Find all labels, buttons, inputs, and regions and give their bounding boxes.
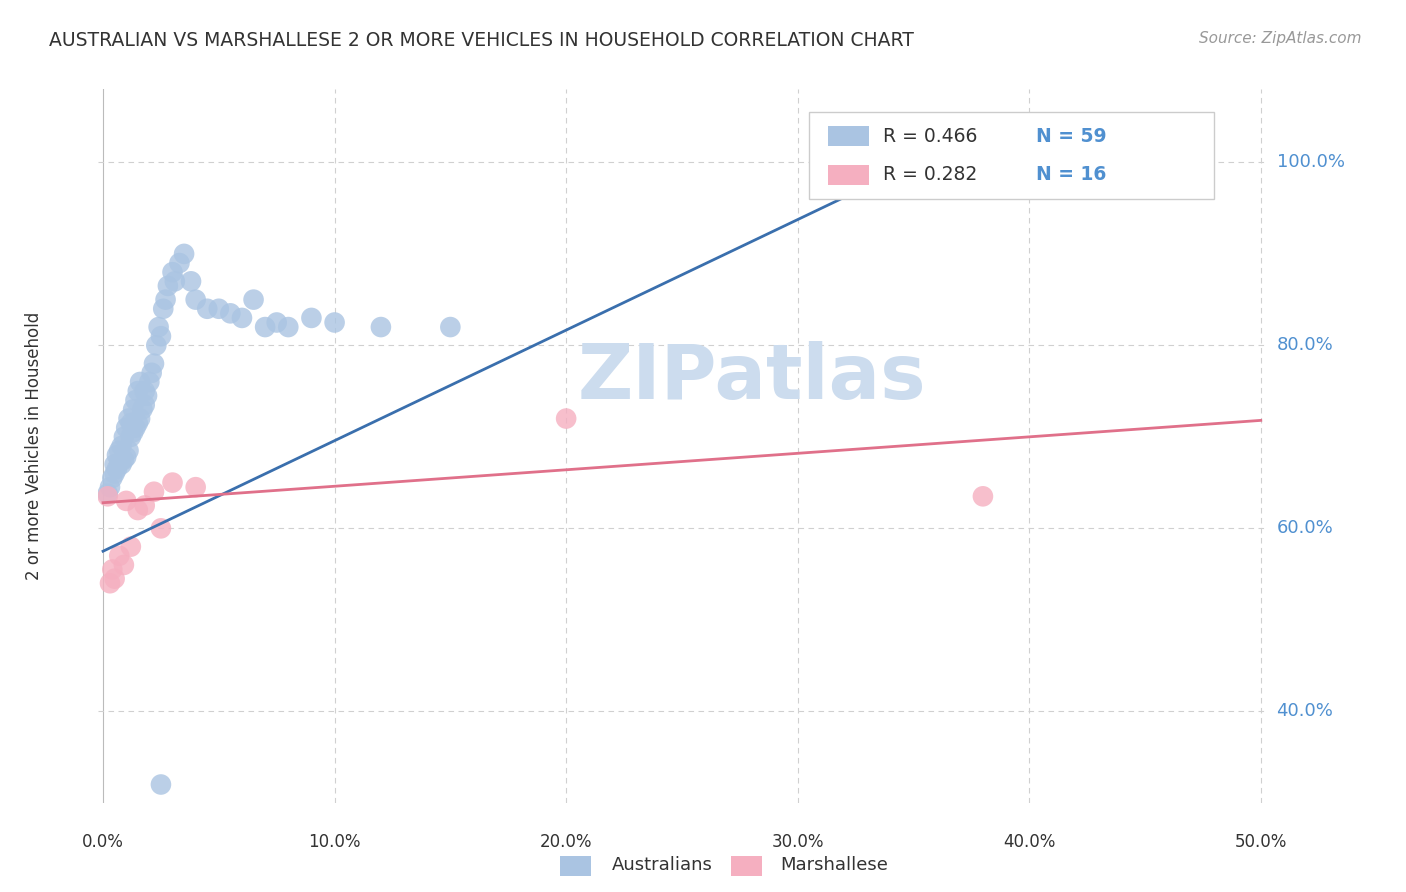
Point: [134, 499, 156, 513]
Point: [110, 439, 132, 453]
Text: Marshallese: Marshallese: [780, 856, 889, 874]
Point: [120, 430, 142, 444]
Text: R = 0.282: R = 0.282: [883, 165, 977, 184]
Point: [101, 562, 124, 576]
Text: ZIPatlas: ZIPatlas: [578, 342, 927, 415]
FancyBboxPatch shape: [828, 127, 869, 146]
Point: [266, 316, 288, 330]
Point: [138, 375, 160, 389]
Point: [173, 247, 195, 261]
Point: [208, 301, 231, 316]
Point: [149, 329, 172, 343]
Point: [163, 274, 186, 288]
Point: [169, 256, 191, 270]
Point: [131, 402, 153, 417]
Text: N = 16: N = 16: [1036, 165, 1107, 184]
Point: [127, 503, 149, 517]
Text: 10.0%: 10.0%: [308, 833, 361, 851]
Point: [370, 320, 392, 334]
Point: [105, 448, 128, 462]
Point: [98, 480, 121, 494]
Point: [231, 310, 253, 325]
Point: [108, 549, 131, 563]
Point: [115, 420, 138, 434]
Point: [323, 316, 346, 330]
Point: [184, 480, 207, 494]
Point: [145, 338, 167, 352]
Point: [277, 320, 299, 334]
Point: [149, 777, 172, 791]
Point: [439, 320, 461, 334]
Point: [101, 471, 124, 485]
Point: [124, 420, 146, 434]
Point: [127, 416, 149, 430]
Text: 50.0%: 50.0%: [1234, 833, 1286, 851]
Point: [162, 265, 184, 279]
Point: [555, 411, 578, 425]
Point: [156, 279, 179, 293]
Text: 0.0%: 0.0%: [82, 833, 124, 851]
Text: 60.0%: 60.0%: [1277, 519, 1333, 537]
Point: [110, 458, 132, 472]
Point: [122, 425, 145, 440]
Text: N = 59: N = 59: [1036, 127, 1107, 146]
Point: [141, 366, 163, 380]
Point: [162, 475, 184, 490]
Point: [143, 484, 166, 499]
Point: [155, 293, 177, 307]
Point: [120, 416, 142, 430]
Point: [184, 293, 207, 307]
Point: [136, 389, 159, 403]
Point: [112, 452, 135, 467]
Point: [104, 572, 127, 586]
Point: [143, 357, 166, 371]
Text: Source: ZipAtlas.com: Source: ZipAtlas.com: [1198, 31, 1361, 46]
Point: [97, 489, 120, 503]
Text: Australians: Australians: [612, 856, 713, 874]
Point: [134, 398, 156, 412]
Point: [152, 301, 174, 316]
Point: [97, 486, 120, 500]
Point: [149, 521, 172, 535]
Point: [117, 411, 139, 425]
Point: [108, 443, 131, 458]
Text: 40.0%: 40.0%: [1277, 702, 1333, 721]
Point: [129, 411, 152, 425]
Point: [134, 384, 156, 398]
Point: [108, 455, 131, 469]
Text: AUSTRALIAN VS MARSHALLESE 2 OR MORE VEHICLES IN HOUSEHOLD CORRELATION CHART: AUSTRALIAN VS MARSHALLESE 2 OR MORE VEHI…: [49, 31, 914, 50]
Point: [219, 306, 242, 320]
Text: R = 0.466: R = 0.466: [883, 127, 977, 146]
Text: 100.0%: 100.0%: [1277, 153, 1344, 171]
Point: [98, 576, 121, 591]
Point: [117, 443, 139, 458]
Point: [195, 301, 218, 316]
Point: [112, 430, 135, 444]
Text: 30.0%: 30.0%: [772, 833, 824, 851]
Point: [972, 489, 994, 503]
Point: [129, 375, 152, 389]
Point: [301, 310, 323, 325]
Point: [104, 458, 127, 472]
Point: [180, 274, 202, 288]
Point: [148, 320, 170, 334]
Point: [242, 293, 264, 307]
Text: 40.0%: 40.0%: [1002, 833, 1056, 851]
Point: [115, 494, 138, 508]
Text: 20.0%: 20.0%: [540, 833, 592, 851]
Point: [122, 402, 145, 417]
FancyBboxPatch shape: [810, 112, 1215, 199]
FancyBboxPatch shape: [828, 165, 869, 185]
Point: [254, 320, 277, 334]
Point: [104, 467, 127, 481]
Point: [127, 384, 149, 398]
Point: [105, 462, 128, 476]
Point: [115, 450, 138, 464]
Point: [124, 393, 146, 408]
Point: [120, 540, 142, 554]
Text: 80.0%: 80.0%: [1277, 336, 1333, 354]
Text: 2 or more Vehicles in Household: 2 or more Vehicles in Household: [25, 312, 44, 580]
Point: [112, 558, 135, 572]
